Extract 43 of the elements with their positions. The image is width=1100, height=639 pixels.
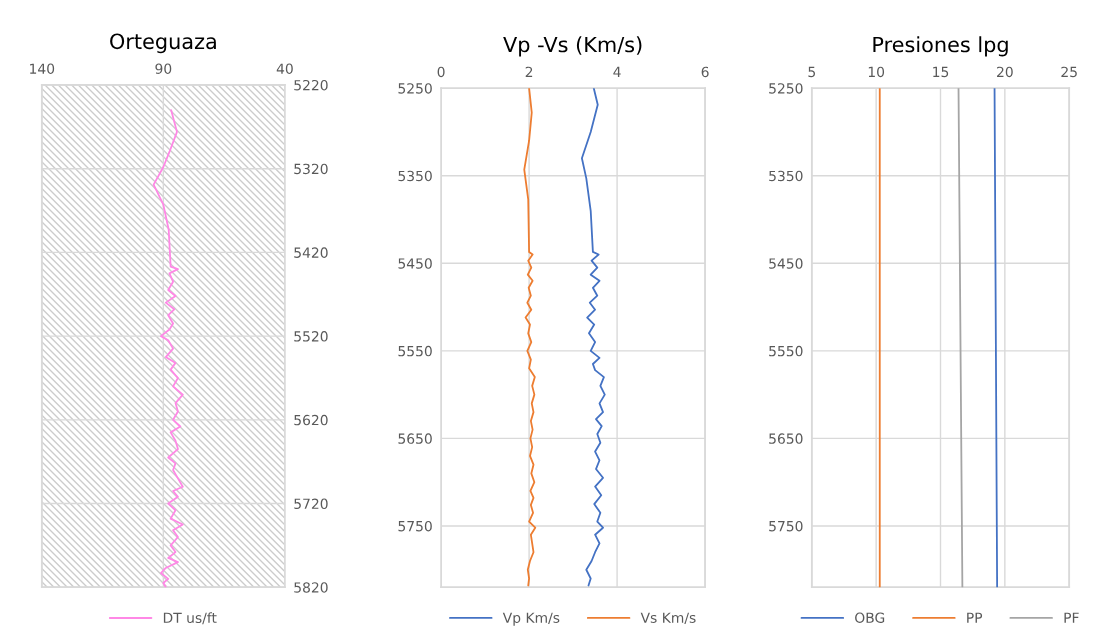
y-tick-label: 5220	[294, 79, 328, 91]
y-tick-label: 5620	[294, 414, 328, 426]
y-tick-label: 5320	[294, 163, 328, 175]
x-tick-label: 2	[525, 66, 533, 77]
y-tick-label: 5350	[398, 170, 432, 182]
y-tick-label: 5350	[769, 170, 803, 182]
y-tick-label: 5750	[769, 520, 803, 532]
y-tick-label: 5550	[769, 345, 803, 357]
y-tick-label: 5650	[398, 433, 432, 444]
chart-title: Orteguaza	[110, 33, 216, 54]
x-tick-label: 5	[808, 66, 816, 78]
legend-label: Vs Km/s	[640, 612, 696, 625]
x-tick-label: 15	[933, 66, 949, 78]
y-tick-label: 5450	[398, 258, 432, 269]
chart-title: Presiones lpg	[873, 36, 1008, 57]
x-tick-label: 10	[868, 66, 885, 78]
legend-label: PF	[1064, 612, 1079, 623]
x-tick-label: 20	[997, 66, 1013, 78]
x-tick-label: 6	[701, 66, 709, 78]
x-tick-label: 0	[437, 66, 445, 78]
line-series	[580, 88, 606, 587]
legend-label: DT us/ft	[163, 612, 217, 625]
legend-label: PP	[967, 612, 983, 623]
line-series	[523, 88, 537, 587]
x-tick-label: 140	[30, 63, 55, 74]
y-tick-label: 5820	[294, 582, 328, 593]
legend-label: OBG	[855, 612, 885, 623]
chart-title: Vp -Vs (Km/s)	[503, 36, 642, 57]
y-tick-label: 5450	[769, 258, 803, 269]
y-tick-label: 5550	[398, 345, 432, 357]
y-tick-label: 5420	[294, 247, 328, 258]
y-tick-label: 5250	[769, 83, 803, 94]
x-tick-label: 25	[1061, 66, 1077, 78]
y-tick-label: 5720	[294, 498, 328, 510]
x-tick-label: 4	[613, 66, 621, 77]
line-series	[152, 109, 184, 588]
y-tick-label: 5650	[769, 433, 803, 444]
x-tick-label: 40	[276, 63, 293, 74]
y-tick-label: 5520	[294, 331, 328, 342]
y-tick-label: 5750	[398, 520, 432, 532]
legend-label: Vp Km/s	[502, 612, 560, 626]
x-tick-label: 90	[155, 63, 172, 74]
y-tick-label: 5250	[398, 83, 432, 94]
